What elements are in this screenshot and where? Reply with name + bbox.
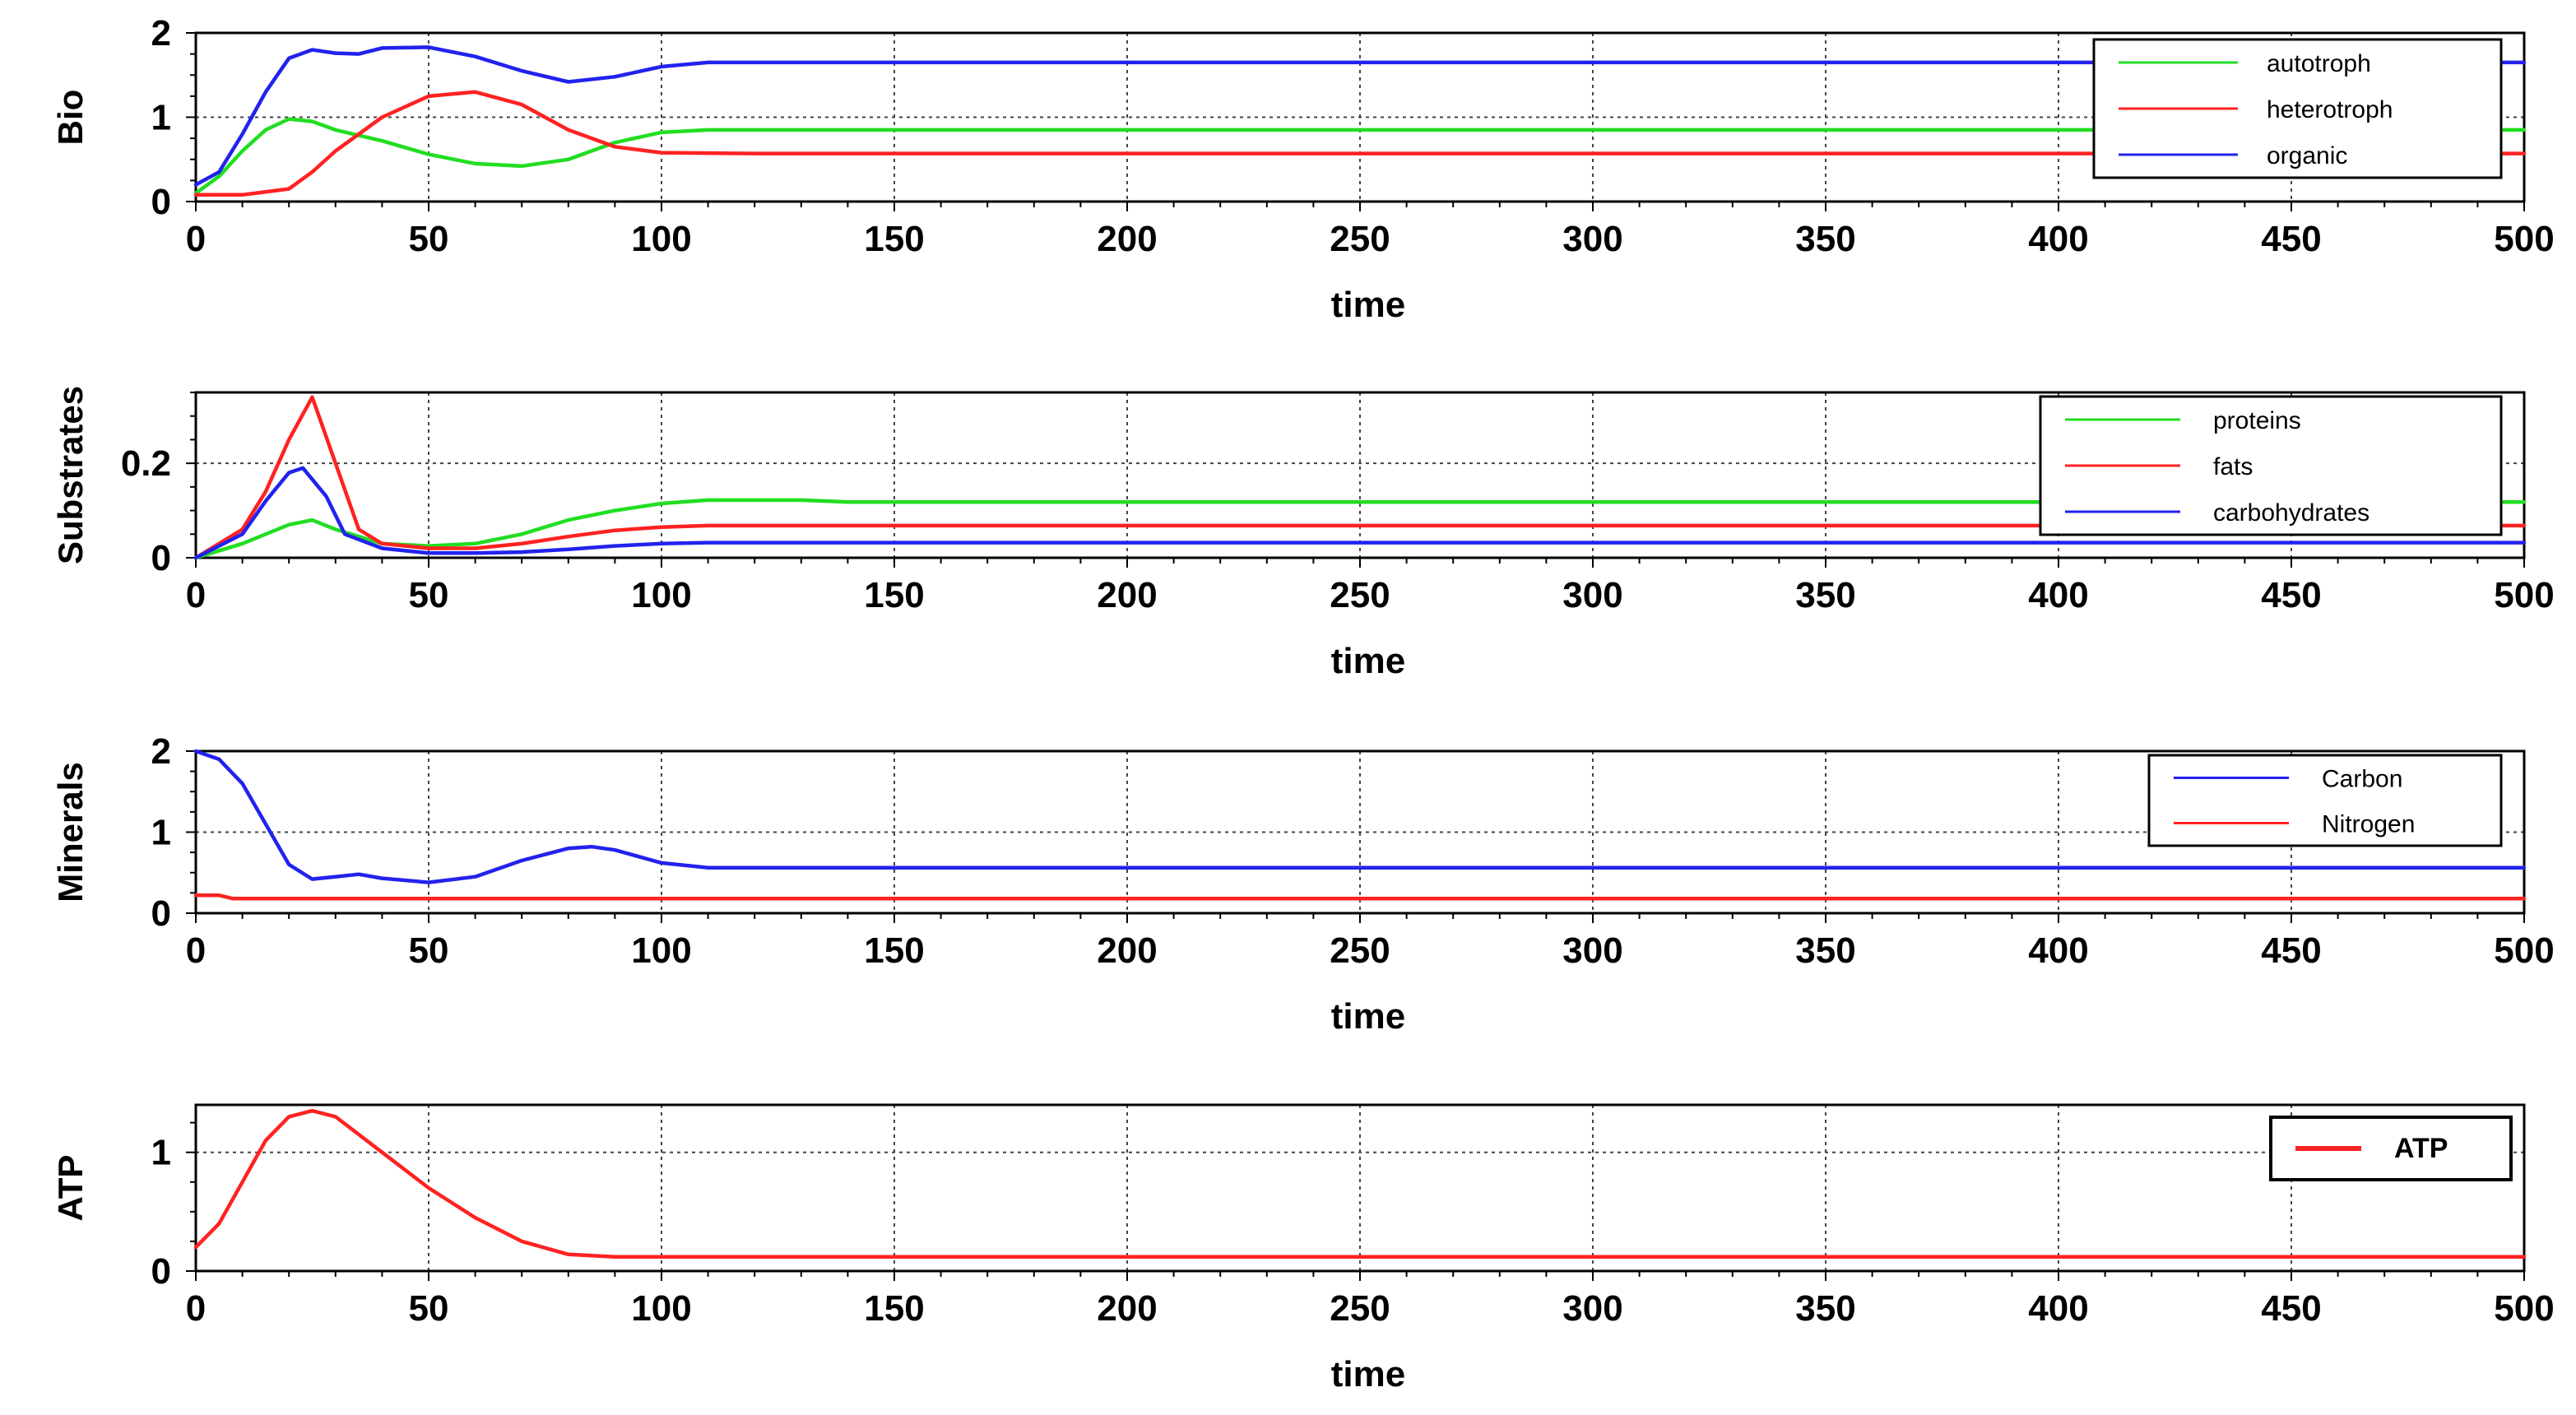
series-line-fats [193,395,2527,560]
x-tick-label: 100 [631,575,691,615]
x-tick-label: 350 [1795,1288,1855,1329]
legend-label: fats [2213,453,2253,480]
y-tick-label: 1 [151,813,171,853]
legend: ATP [2269,1116,2513,1181]
x-axis-label: time [1331,996,1405,1037]
x-tick-label: 400 [2028,1288,2088,1329]
legend-label: carbohydrates [2213,499,2369,527]
x-tick-label: 150 [864,575,924,615]
x-tick-label: 200 [1097,219,1157,259]
x-tick-label: 50 [409,930,449,971]
x-tick-label: 0 [186,219,206,259]
y-tick-label: 1 [151,1133,171,1173]
y-axis-label: ATP [51,1155,90,1222]
x-tick-label: 350 [1795,219,1855,259]
x-tick-label: 100 [631,219,691,259]
panel-2: 0 50 100 150 200 250 300 350 400 450 500 0 0.2 time Su… [51,386,2555,681]
y-tick-label: 0 [151,538,171,578]
x-tick-label: 50 [409,1288,449,1329]
x-tick-label: 0 [186,930,206,971]
x-tick-label: 450 [2261,219,2321,259]
y-axis-label: Bio [51,90,90,146]
legend-label: organic [2267,142,2347,169]
x-tick-label: 100 [631,1288,691,1329]
legend-label: proteins [2213,407,2301,434]
x-tick-label: 250 [1330,1288,1390,1329]
x-axis-label: time [1331,1354,1405,1394]
x-tick-label: 50 [409,219,449,259]
series-line-nitrogen [193,893,2527,901]
x-tick-label: 200 [1097,575,1157,615]
x-tick-label: 150 [864,219,924,259]
x-tick-label: 400 [2028,930,2088,971]
x-tick-label: 500 [2494,219,2554,259]
series-line-organic [193,45,2527,187]
x-tick-label: 100 [631,930,691,971]
x-tick-label: 250 [1330,219,1390,259]
legend-label: Nitrogen [2322,811,2415,838]
x-axis-label: time [1331,641,1405,681]
panel-1: 0 50 100 150 200 250 300 350 400 450 500 0 1 2 time Bio… [51,13,2555,325]
x-tick-label: 300 [1562,930,1622,971]
x-tick-label: 250 [1330,930,1390,971]
legend-label: heterotroph [2267,96,2393,123]
legend-box [2147,754,2503,847]
y-tick-label: 2 [151,13,171,53]
x-tick-label: 500 [2494,575,2554,615]
legend-label: Carbon [2322,766,2402,793]
x-tick-label: 0 [186,575,206,615]
x-tick-label: 200 [1097,1288,1157,1329]
x-tick-label: 50 [409,575,449,615]
series-line-atp [193,1108,2527,1259]
x-tick-label: 350 [1795,575,1855,615]
x-tick-label: 400 [2028,219,2088,259]
y-tick-label: 0 [151,182,171,222]
series-line-autotroph [193,117,2527,196]
x-tick-label: 250 [1330,575,1390,615]
x-tick-label: 500 [2494,930,2554,971]
legend: autotroph heterotroph organic [2092,38,2503,179]
panel-4: 0 50 100 150 200 250 300 350 400 450 500 0 1 time ATP A… [51,1103,2555,1394]
legend-label: ATP [2394,1133,2448,1164]
y-axis-label: Minerals [51,762,90,902]
series-line-proteins [193,498,2527,560]
x-tick-label: 450 [2261,575,2321,615]
legend: proteins fats carbohydrates [2039,395,2503,536]
x-tick-label: 300 [1562,575,1622,615]
series-line-carbohydrates [193,466,2527,560]
panel-3: 0 50 100 150 200 250 300 350 400 450 500 0 1 2 time Min… [51,731,2555,1037]
y-axis-label: Substrates [51,386,90,564]
x-tick-label: 450 [2261,930,2321,971]
x-tick-label: 300 [1562,219,1622,259]
y-tick-label: 2 [151,731,171,772]
series-line-carbon [193,749,2527,884]
y-tick-label: 0 [151,893,171,934]
x-tick-label: 300 [1562,1288,1622,1329]
legend: Carbon Nitrogen [2147,754,2503,847]
x-tick-label: 150 [864,1288,924,1329]
series-line-heterotroph [193,90,2527,197]
x-tick-label: 400 [2028,575,2088,615]
y-tick-label: 0.2 [121,443,171,484]
legend-box [2269,1116,2513,1181]
x-tick-label: 450 [2261,1288,2321,1329]
legend-label: autotroph [2267,50,2371,77]
x-tick-label: 500 [2494,1288,2554,1329]
x-tick-label: 350 [1795,930,1855,971]
x-tick-label: 150 [864,930,924,971]
x-tick-label: 0 [186,1288,206,1329]
y-tick-label: 1 [151,98,171,138]
x-tick-label: 200 [1097,930,1157,971]
y-tick-label: 0 [151,1251,171,1292]
x-axis-label: time [1331,285,1405,325]
